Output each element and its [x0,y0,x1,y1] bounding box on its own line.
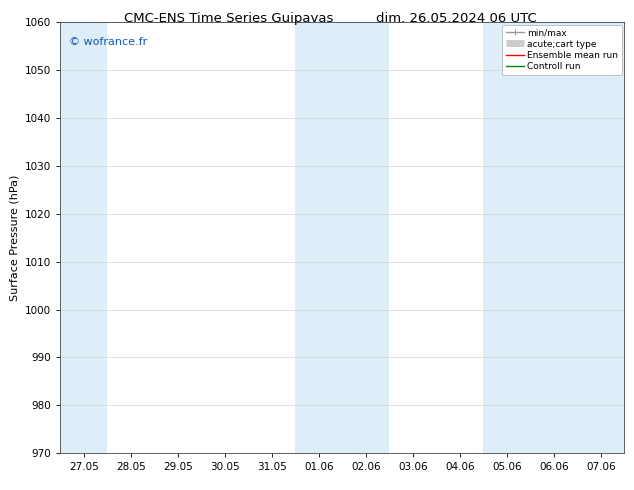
Bar [295,22,389,453]
Text: CMC-ENS Time Series Guipavas: CMC-ENS Time Series Guipavas [124,12,333,25]
Bar [60,22,107,453]
Text: © wofrance.fr: © wofrance.fr [68,37,147,47]
Bar [483,22,624,453]
Legend: min/max, acute;cart type, Ensemble mean run, Controll run: min/max, acute;cart type, Ensemble mean … [502,25,622,75]
Text: dim. 26.05.2024 06 UTC: dim. 26.05.2024 06 UTC [376,12,537,25]
Y-axis label: Surface Pressure (hPa): Surface Pressure (hPa) [10,174,20,301]
